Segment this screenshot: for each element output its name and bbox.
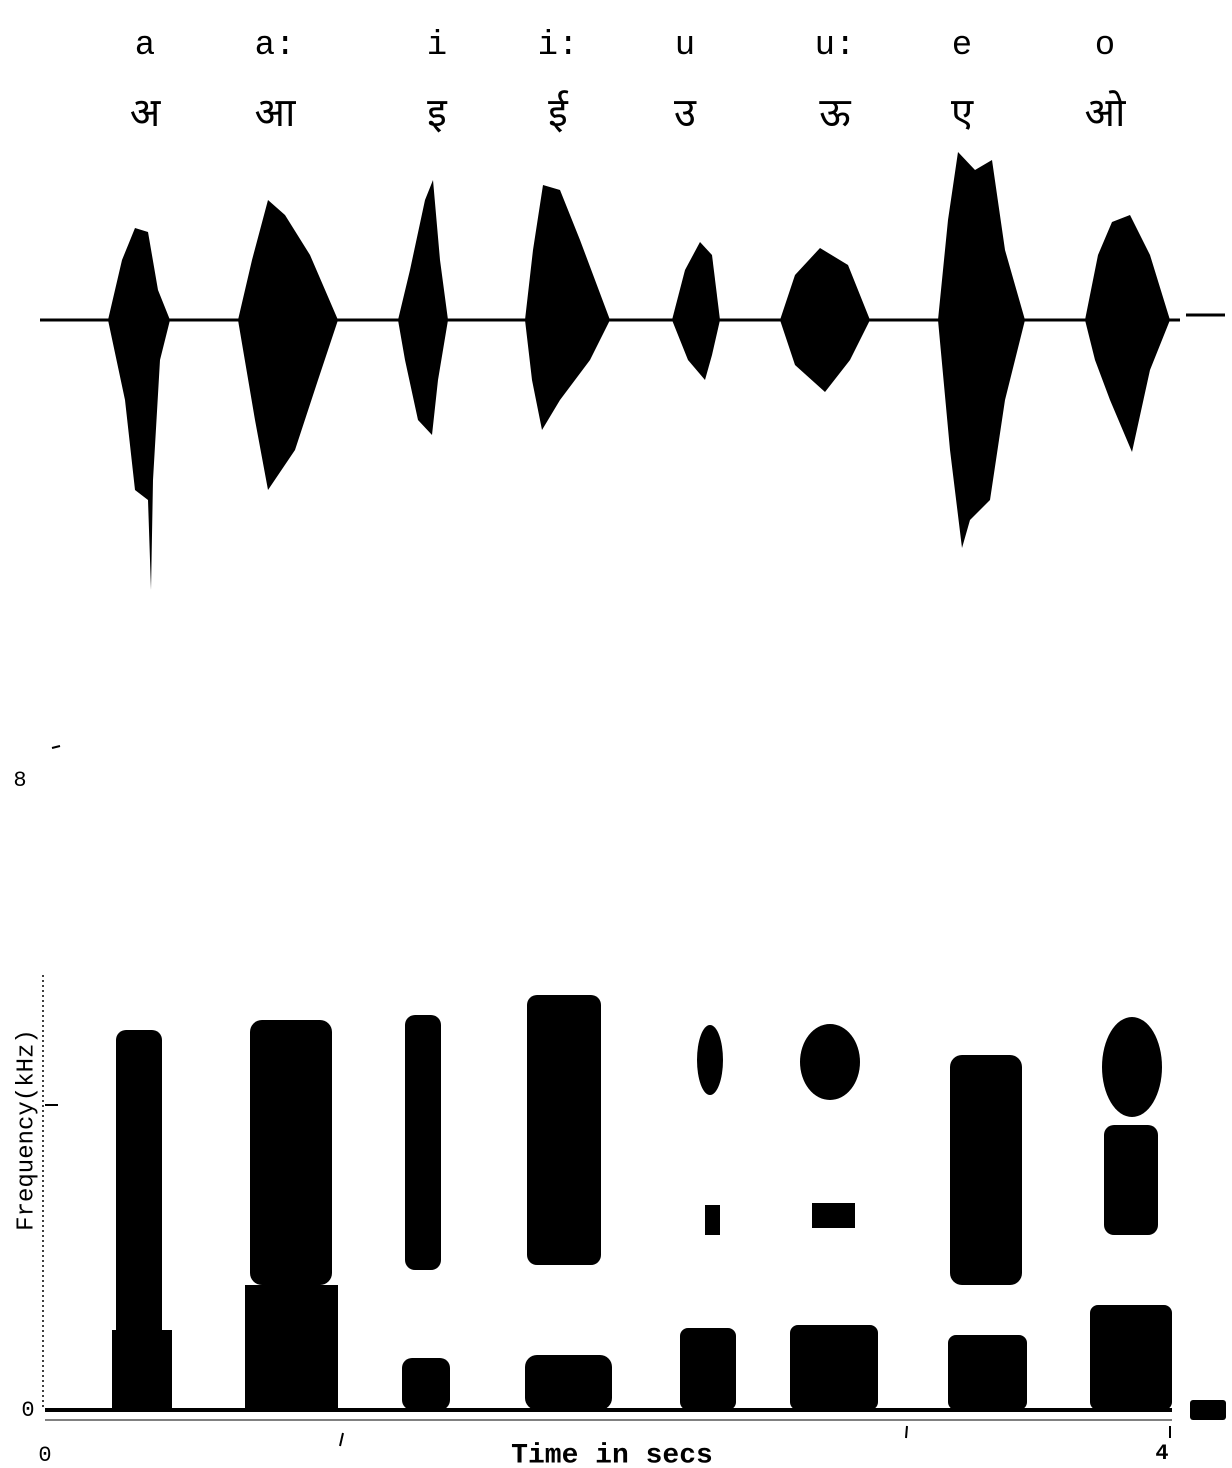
end-mark — [1190, 1400, 1226, 1420]
devanagari-label: इ — [427, 90, 448, 136]
waveform-envelope — [525, 185, 610, 430]
formant — [950, 1055, 1022, 1285]
waveform-envelope — [780, 248, 870, 392]
y-tick-label: 0 — [21, 1398, 34, 1423]
devanagari-label: ई — [548, 90, 569, 136]
devanagari-label: उ — [674, 90, 697, 136]
tick-mark — [52, 746, 60, 748]
devanagari-label: ऊ — [819, 90, 851, 136]
tick-mark — [340, 1433, 343, 1446]
formant — [1102, 1017, 1162, 1117]
devanagari-label: ओ — [1085, 90, 1127, 136]
formant — [1090, 1305, 1172, 1410]
formant — [402, 1358, 450, 1410]
waveform-envelope — [672, 242, 720, 380]
x-axis-label: Time in secs — [511, 1440, 713, 1468]
y-axis-label: Frequency(kHz) — [13, 1029, 40, 1231]
y-tick-label: 8 — [13, 768, 26, 793]
waveform-envelope — [108, 228, 170, 590]
formant — [250, 1020, 332, 1285]
formant — [527, 995, 601, 1265]
ipa-label: a: — [255, 27, 296, 65]
devanagari-label: आ — [255, 90, 297, 136]
ipa-label: i: — [538, 27, 579, 65]
formant — [680, 1328, 736, 1410]
formant — [525, 1355, 612, 1410]
x-tick-label: 4 — [1155, 1441, 1168, 1466]
formant — [112, 1330, 172, 1410]
formant — [697, 1025, 723, 1095]
ipa-label: o — [1095, 27, 1115, 65]
devanagari-label: ए — [951, 90, 974, 136]
ipa-label: u — [675, 27, 695, 65]
formant — [705, 1205, 720, 1235]
formant — [790, 1325, 878, 1410]
waveform-envelope — [398, 180, 448, 435]
x-tick-label: 0 — [38, 1443, 51, 1468]
formant — [405, 1015, 441, 1270]
formant — [812, 1203, 855, 1228]
formant — [1104, 1125, 1158, 1235]
ipa-label: i — [427, 27, 447, 65]
ipa-label: a — [135, 27, 155, 65]
tick-mark — [906, 1426, 907, 1438]
waveform-envelope — [938, 152, 1025, 548]
devanagari-label: अ — [130, 90, 162, 136]
formant — [800, 1024, 860, 1100]
formant — [245, 1285, 338, 1410]
vowel-labels: aअ a: आ iइ i: ई uउ u: ऊ eए oओ — [130, 27, 1127, 136]
waveform-envelope — [1085, 215, 1170, 452]
formant — [948, 1335, 1027, 1410]
ipa-label: e — [952, 27, 972, 65]
waveform-envelope — [238, 200, 338, 490]
ipa-label: u: — [815, 27, 856, 65]
waveform — [40, 152, 1225, 590]
figure: aअ a: आ iइ i: ई uउ u: ऊ eए oओ — [0, 0, 1232, 1468]
spectrogram — [112, 995, 1226, 1420]
